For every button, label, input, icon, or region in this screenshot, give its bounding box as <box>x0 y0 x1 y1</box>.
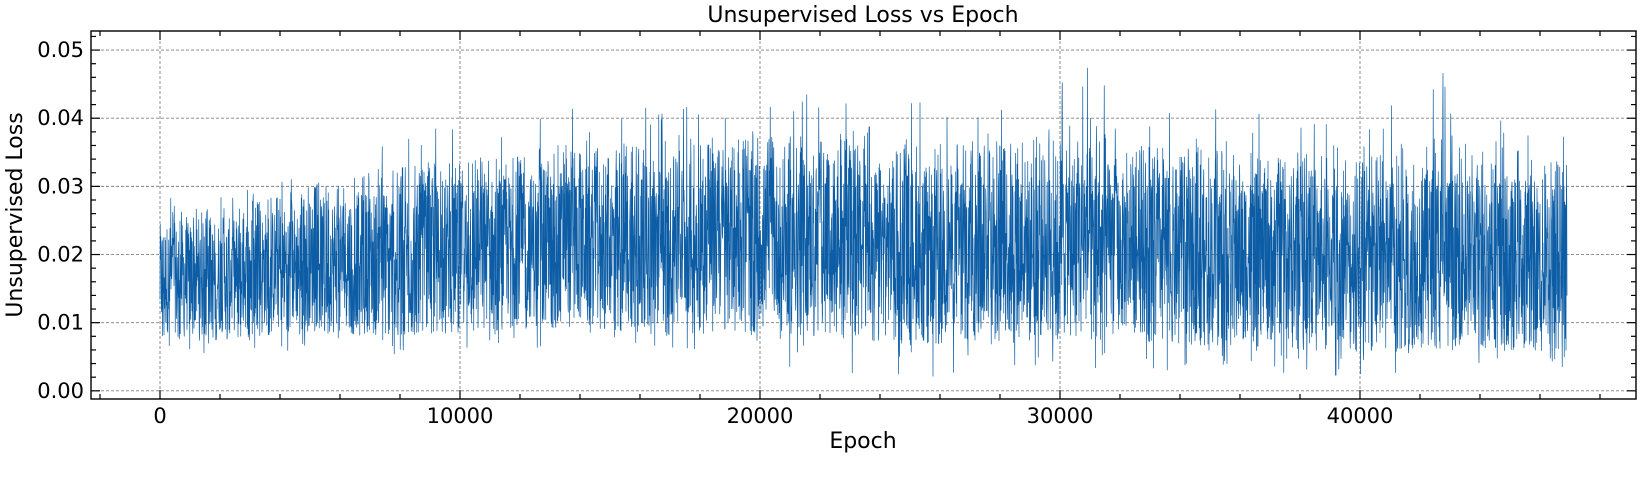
loss-series <box>159 67 1568 377</box>
y-tick-label: 0.00 <box>37 379 84 403</box>
y-tick-label: 0.04 <box>37 106 84 130</box>
y-tick-label: 0.01 <box>37 311 84 335</box>
x-tick-labels: 0 10000 20000 30000 40000 <box>153 404 1393 428</box>
y-tick-labels: 0.00 0.01 0.02 0.03 0.04 0.05 <box>37 38 84 403</box>
x-tick-label: 30000 <box>1027 404 1094 428</box>
loss-line <box>159 67 1568 377</box>
chart-title: Unsupervised Loss vs Epoch <box>707 3 1018 28</box>
x-tick-label: 20000 <box>727 404 794 428</box>
y-tick-label: 0.03 <box>37 174 84 198</box>
y-tick-label: 0.02 <box>37 243 84 267</box>
x-axis-label: Epoch <box>829 429 896 454</box>
y-tick-label: 0.05 <box>37 38 84 62</box>
x-tick-label: 40000 <box>1327 404 1394 428</box>
y-axis-label: Unsupervised Loss <box>3 112 28 317</box>
x-tick-label: 0 <box>153 404 166 428</box>
axis-ticks <box>91 31 1636 399</box>
plot-frame <box>90 30 1637 400</box>
x-tick-label: 10000 <box>427 404 494 428</box>
